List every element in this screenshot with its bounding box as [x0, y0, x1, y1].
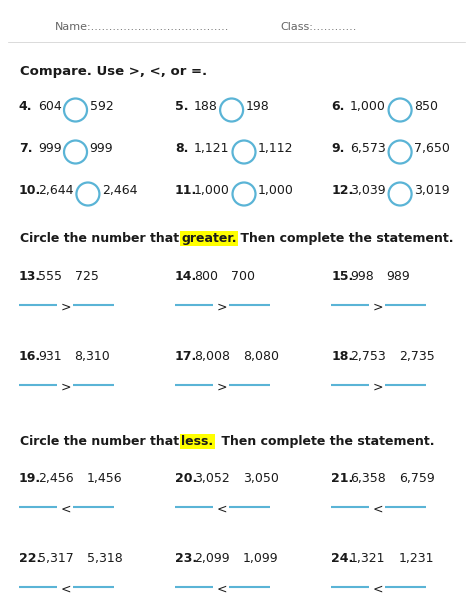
Text: >: >	[373, 381, 384, 394]
Text: 6,573: 6,573	[350, 142, 386, 155]
Text: 1,000: 1,000	[194, 184, 230, 197]
Text: <: <	[217, 503, 228, 516]
Text: 999: 999	[38, 142, 61, 155]
Text: 198: 198	[245, 100, 269, 113]
Text: 989: 989	[387, 270, 411, 283]
Text: 17.: 17.	[175, 350, 197, 363]
Text: >: >	[61, 301, 71, 314]
Text: Compare. Use >, <, or =.: Compare. Use >, <, or =.	[20, 65, 207, 78]
Text: Circle the number that is: Circle the number that is	[20, 232, 200, 245]
Text: 5,318: 5,318	[87, 552, 123, 565]
Text: <: <	[61, 583, 71, 596]
Text: 24.: 24.	[331, 552, 353, 565]
Text: >: >	[373, 301, 384, 314]
Text: 6,358: 6,358	[350, 472, 386, 485]
Text: 2,099: 2,099	[194, 552, 229, 565]
Text: 3,052: 3,052	[194, 472, 230, 485]
Text: 725: 725	[75, 270, 98, 283]
Text: 2,456: 2,456	[38, 472, 73, 485]
Text: 11.: 11.	[175, 184, 197, 197]
Text: 604: 604	[38, 100, 61, 113]
Text: 1,321: 1,321	[350, 552, 385, 565]
Text: 8,310: 8,310	[75, 350, 110, 363]
Text: 18.: 18.	[331, 350, 353, 363]
Text: 1,000: 1,000	[258, 184, 294, 197]
Text: 1,099: 1,099	[243, 552, 279, 565]
Text: 22.: 22.	[19, 552, 41, 565]
Text: Then complete the statement.: Then complete the statement.	[217, 435, 435, 448]
Text: 1,456: 1,456	[87, 472, 123, 485]
Text: 850: 850	[414, 100, 438, 113]
Text: 2,753: 2,753	[350, 350, 386, 363]
Text: Then complete the statement.: Then complete the statement.	[236, 232, 453, 245]
Text: 700: 700	[231, 270, 254, 283]
Text: 6.: 6.	[331, 100, 344, 113]
Text: 7,650: 7,650	[414, 142, 450, 155]
Text: greater.: greater.	[181, 232, 236, 245]
Text: <: <	[61, 503, 71, 516]
Text: >: >	[217, 381, 228, 394]
Text: 16.: 16.	[19, 350, 41, 363]
Text: 2,464: 2,464	[102, 184, 138, 197]
Text: 1,000: 1,000	[350, 100, 386, 113]
Text: 6,759: 6,759	[399, 472, 435, 485]
Text: 9.: 9.	[331, 142, 344, 155]
Text: 3,050: 3,050	[243, 472, 279, 485]
Text: 3,039: 3,039	[350, 184, 385, 197]
Text: 14.: 14.	[175, 270, 197, 283]
Text: 7.: 7.	[19, 142, 33, 155]
Text: 10.: 10.	[19, 184, 41, 197]
Text: 20.: 20.	[175, 472, 197, 485]
Text: Name:......................................: Name:...................................…	[55, 22, 229, 32]
Text: 2,735: 2,735	[399, 350, 435, 363]
Text: 1,112: 1,112	[258, 142, 294, 155]
Text: 931: 931	[38, 350, 61, 363]
Text: 19.: 19.	[19, 472, 41, 485]
Text: <: <	[373, 503, 384, 516]
Text: 13.: 13.	[19, 270, 41, 283]
Text: 8,008: 8,008	[194, 350, 230, 363]
Text: 592: 592	[89, 100, 113, 113]
Text: Circle the number that is: Circle the number that is	[20, 435, 200, 448]
Text: 1,231: 1,231	[399, 552, 435, 565]
Text: 12.: 12.	[331, 184, 353, 197]
Text: 5.: 5.	[175, 100, 189, 113]
Text: 800: 800	[194, 270, 218, 283]
Text: <: <	[373, 583, 384, 596]
Text: 5,317: 5,317	[38, 552, 74, 565]
Text: 188: 188	[194, 100, 218, 113]
Text: 998: 998	[350, 270, 374, 283]
Text: 23.: 23.	[175, 552, 197, 565]
Text: Class:............: Class:............	[280, 22, 356, 32]
Text: 8.: 8.	[175, 142, 188, 155]
Text: >: >	[61, 381, 71, 394]
Text: 999: 999	[89, 142, 113, 155]
Text: >: >	[217, 301, 228, 314]
Text: 2,644: 2,644	[38, 184, 73, 197]
Text: 15.: 15.	[331, 270, 353, 283]
Text: 3,019: 3,019	[414, 184, 450, 197]
Text: 4.: 4.	[19, 100, 33, 113]
Text: <: <	[217, 583, 228, 596]
Text: 555: 555	[38, 270, 62, 283]
Text: 8,080: 8,080	[243, 350, 279, 363]
Text: 21.: 21.	[331, 472, 353, 485]
Text: 1,121: 1,121	[194, 142, 229, 155]
Text: less.: less.	[181, 435, 213, 448]
